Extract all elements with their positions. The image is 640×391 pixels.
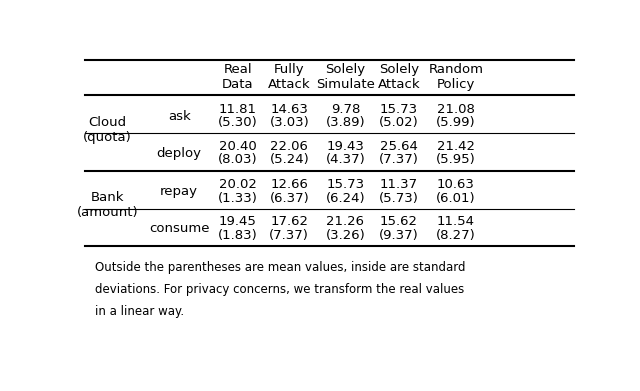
Text: deploy: deploy (157, 147, 202, 160)
Text: Outside the parentheses are mean values, inside are standard: Outside the parentheses are mean values,… (95, 261, 465, 274)
Text: 19.45: 19.45 (219, 215, 257, 228)
Text: 22.06: 22.06 (270, 140, 308, 153)
Text: ask: ask (168, 109, 191, 122)
Text: 20.02: 20.02 (219, 178, 257, 191)
Text: 19.43: 19.43 (326, 140, 364, 153)
Text: Random
Policy: Random Policy (428, 63, 483, 91)
Text: (1.33): (1.33) (218, 192, 258, 204)
Text: (6.24): (6.24) (326, 192, 365, 204)
Text: 21.42: 21.42 (437, 140, 475, 153)
Text: Cloud
(quota): Cloud (quota) (83, 116, 132, 144)
Text: deviations. For privacy concerns, we transform the real values: deviations. For privacy concerns, we tra… (95, 283, 464, 296)
Text: Solely
Simulate: Solely Simulate (316, 63, 375, 91)
Text: Real
Data: Real Data (222, 63, 253, 91)
Text: 21.26: 21.26 (326, 215, 364, 228)
Text: (3.89): (3.89) (326, 116, 365, 129)
Text: (6.37): (6.37) (269, 192, 309, 204)
Text: (8.03): (8.03) (218, 153, 257, 166)
Text: in a linear way.: in a linear way. (95, 305, 184, 318)
Text: 12.66: 12.66 (270, 178, 308, 191)
Text: 11.81: 11.81 (219, 103, 257, 116)
Text: consume: consume (149, 222, 209, 235)
Text: (5.02): (5.02) (379, 116, 419, 129)
Text: 17.62: 17.62 (270, 215, 308, 228)
Text: 11.37: 11.37 (380, 178, 418, 191)
Text: (7.37): (7.37) (379, 153, 419, 166)
Text: 10.63: 10.63 (437, 178, 475, 191)
Text: (9.37): (9.37) (379, 229, 419, 242)
Text: (1.83): (1.83) (218, 229, 258, 242)
Text: (5.30): (5.30) (218, 116, 258, 129)
Text: (8.27): (8.27) (436, 229, 476, 242)
Text: (4.37): (4.37) (326, 153, 365, 166)
Text: 21.08: 21.08 (437, 103, 475, 116)
Text: (5.73): (5.73) (379, 192, 419, 204)
Text: 15.62: 15.62 (380, 215, 418, 228)
Text: (5.24): (5.24) (269, 153, 309, 166)
Text: (5.99): (5.99) (436, 116, 476, 129)
Text: Fully
Attack: Fully Attack (268, 63, 310, 91)
Text: (6.01): (6.01) (436, 192, 476, 204)
Text: (3.03): (3.03) (269, 116, 309, 129)
Text: (3.26): (3.26) (326, 229, 365, 242)
Text: Bank
(amount): Bank (amount) (76, 191, 138, 219)
Text: 11.54: 11.54 (437, 215, 475, 228)
Text: 14.63: 14.63 (270, 103, 308, 116)
Text: 9.78: 9.78 (331, 103, 360, 116)
Text: (7.37): (7.37) (269, 229, 309, 242)
Text: Solely
Attack: Solely Attack (378, 63, 420, 91)
Text: (5.95): (5.95) (436, 153, 476, 166)
Text: 15.73: 15.73 (326, 178, 364, 191)
Text: 20.40: 20.40 (219, 140, 257, 153)
Text: 15.73: 15.73 (380, 103, 418, 116)
Text: repay: repay (160, 185, 198, 198)
Text: 25.64: 25.64 (380, 140, 418, 153)
